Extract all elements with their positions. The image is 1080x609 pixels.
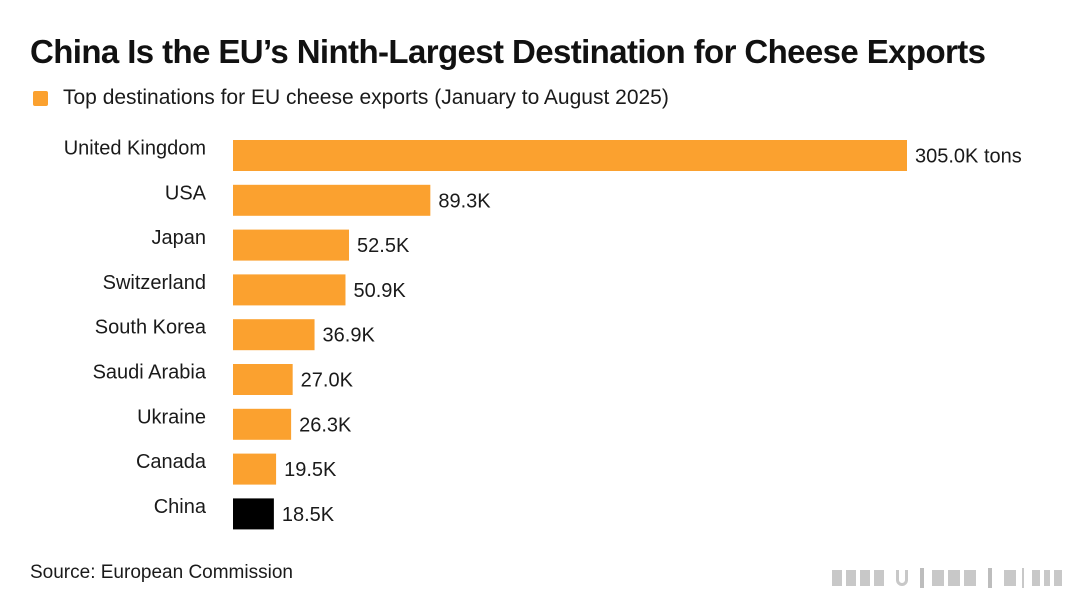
bar-group-south-korea: South Korea 36.9K	[95, 317, 376, 351]
legend-swatch	[33, 90, 48, 106]
category-label: Switzerland	[103, 272, 206, 294]
value-label: 36.9K	[323, 325, 376, 347]
bar-south-korea	[233, 319, 315, 351]
bar-group-canada: Canada 19.5K	[136, 451, 337, 485]
source-note: Source: European Commission	[30, 562, 293, 583]
category-label: Canada	[136, 451, 207, 473]
value-label: 19.5K	[284, 459, 337, 481]
category-label: South Korea	[95, 317, 207, 339]
bar-united-kingdom	[233, 140, 907, 171]
category-label: China	[154, 496, 207, 518]
bar-saudi-arabia	[233, 364, 293, 395]
value-label: 50.9K	[353, 280, 406, 302]
bar-canada	[233, 453, 277, 485]
bar-group-ukraine: Ukraine 26.3K	[137, 406, 352, 440]
value-label: 27.0K	[301, 370, 354, 392]
watermark-logo	[832, 568, 1062, 588]
category-label: Saudi Arabia	[93, 362, 207, 384]
category-label: USA	[165, 182, 207, 204]
legend: Top destinations for EU cheese exports (…	[33, 86, 669, 110]
value-label: 18.5K	[282, 504, 335, 526]
bar-group-saudi-arabia: Saudi Arabia 27.0K	[93, 362, 354, 395]
value-label: 305.0K tons	[915, 146, 1022, 168]
bar-group-usa: USA 89.3K	[165, 182, 491, 216]
bar-chart: United Kingdom 305.0K tons USA 89.3K Japan 52…	[64, 138, 1022, 530]
bar-group-united-kingdom: United Kingdom 305.0K tons	[64, 138, 1022, 171]
bar-group-switzerland: Switzerland 50.9K	[103, 272, 406, 306]
value-label: 26.3K	[299, 414, 352, 436]
bar-japan	[233, 229, 350, 261]
chart-title: China Is the EU’s Ninth-Largest Destinat…	[30, 33, 986, 70]
category-label: Japan	[152, 227, 207, 249]
bar-usa	[233, 184, 431, 216]
value-label: 89.3K	[438, 190, 491, 212]
bar-group-china: China 18.5K	[154, 496, 335, 530]
category-label: United Kingdom	[64, 138, 206, 160]
bar-group-japan: Japan 52.5K	[152, 227, 410, 261]
bar-china	[233, 498, 274, 530]
value-label: 52.5K	[357, 235, 410, 257]
legend-label: Top destinations for EU cheese exports (…	[63, 86, 669, 109]
category-label: Ukraine	[137, 406, 206, 428]
bar-ukraine	[233, 408, 292, 440]
bar-switzerland	[233, 274, 346, 306]
